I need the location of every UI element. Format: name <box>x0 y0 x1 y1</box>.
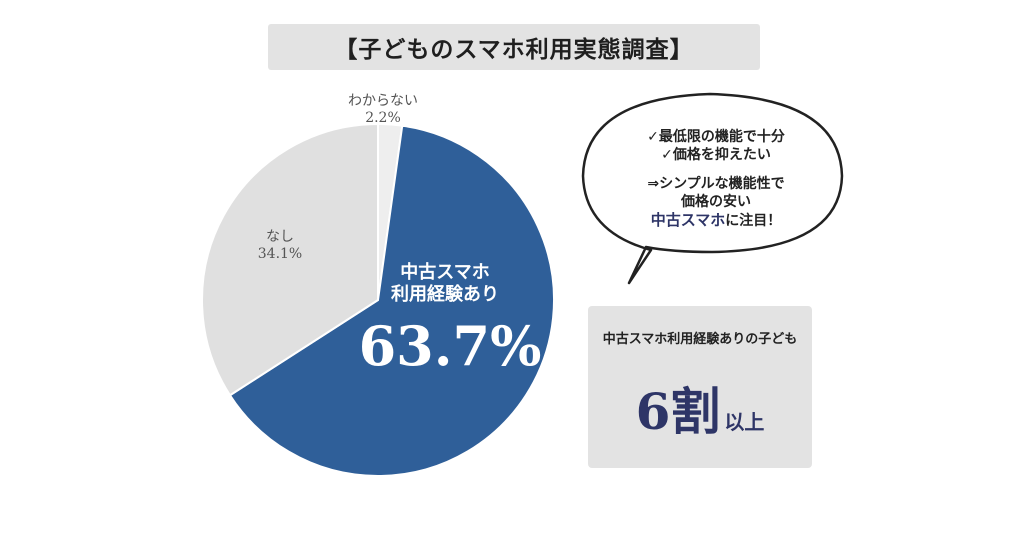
slice-name-unknown: わからない <box>348 93 418 109</box>
slice-label-none: なし 34.1% <box>230 229 330 263</box>
slice-name-none: なし <box>266 229 294 245</box>
slice-label-used: 中古スマホ 利用経験あり <box>360 262 530 306</box>
speech-bubble-shape <box>581 92 844 285</box>
stat-caption: 中古スマホ利用経験ありの子ども <box>602 332 798 347</box>
slice-label-unknown: わからない 2.2% <box>318 93 448 127</box>
speech-bubble-text: ✓最低限の機能で十分 ✓価格を抑えたい ⇒シンプルな機能性で 価格の安い 中古ス… <box>598 128 834 230</box>
stat-main: 6割 以上 <box>588 372 812 444</box>
chart-title-box: 【子どものスマホ利用実態調査】 <box>268 24 760 70</box>
stat-suffix: 以上 <box>724 410 765 434</box>
pie-slice-used <box>228 124 555 477</box>
stat-value: 6割 <box>635 382 721 441</box>
bubble-line-5: 中古スマホに注目！ <box>598 211 834 230</box>
slice-name-used-line2: 利用経験あり <box>391 284 499 305</box>
slice-name-used-line1: 中古スマホ <box>400 262 490 283</box>
bubble-line-4: 価格の安い <box>681 194 751 210</box>
pie-slice-none <box>201 122 379 397</box>
bubble-emphasis-suffix: に注目！ <box>725 213 782 229</box>
bubble-emphasis: 中古スマホ <box>650 211 726 229</box>
slice-value-unknown: 2.2% <box>365 110 401 126</box>
bubble-line-1: ✓最低限の機能で十分 <box>647 129 785 145</box>
chart-title: 【子どものスマホ利用実態調査】 <box>334 37 694 63</box>
stat-box: 中古スマホ利用経験ありの子ども 6割 以上 <box>588 306 812 468</box>
bubble-line-3: ⇒シンプルな機能性で <box>647 176 785 192</box>
slice-value-used: 63.7% <box>358 314 542 378</box>
bubble-line-2: ✓価格を抑えたい <box>661 147 771 163</box>
slice-value-none: 34.1% <box>257 246 303 262</box>
